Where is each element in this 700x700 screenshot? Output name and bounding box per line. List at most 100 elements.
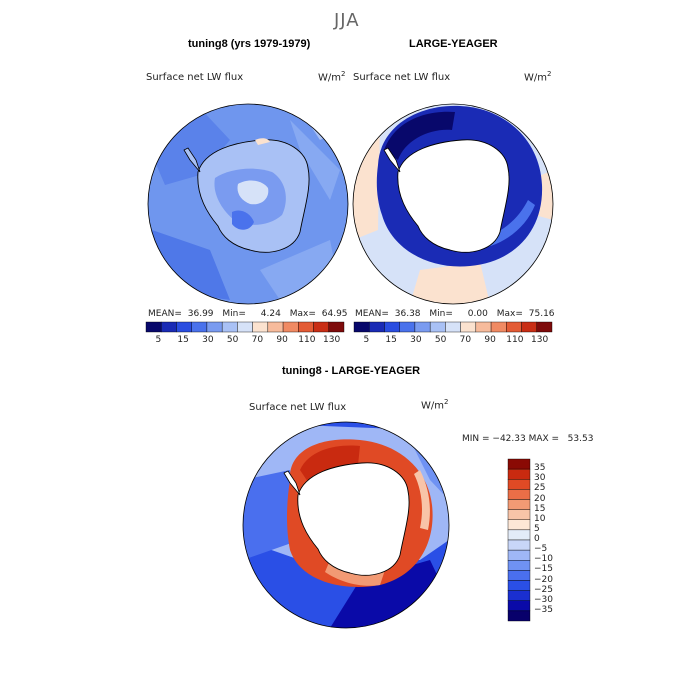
units-left: W/m [318, 72, 341, 84]
colorbar-left-swatch [328, 321, 345, 333]
colorbar-diff-tick-label: −10 [534, 554, 553, 565]
units-label-left: W/m2 [318, 70, 345, 83]
colorbar-right-tick-label: 110 [506, 335, 524, 345]
colorbar-right-tick-label: 70 [459, 335, 472, 345]
colorbar-right-swatch [353, 321, 370, 333]
colorbar-right-tick-label: 50 [434, 335, 447, 345]
colorbar-right-swatch [536, 321, 553, 333]
colorbar-left-swatch [282, 321, 299, 333]
colorbar-diff [507, 458, 531, 622]
colorbar-left-tick-label: 30 [202, 335, 214, 345]
colorbar-left-tick-label: 5 [155, 335, 162, 345]
variable-label-left: Surface net LW flux [146, 72, 244, 83]
mean-label-left: MEAN= [148, 309, 182, 319]
min-label-left: Min= [222, 309, 246, 319]
colorbar-left-tick-label: 70 [251, 335, 264, 345]
colorbar-left-tick-label: 130 [323, 335, 341, 345]
units-right: W/m [524, 72, 547, 84]
panel-title-diff: tuning8 - LARGE-YEAGER [282, 365, 421, 377]
minmax-diff: MIN = −42.33 MAX = 53.53 [462, 434, 594, 444]
colorbar-diff-swatch [507, 458, 531, 470]
colorbar-left-swatch [298, 321, 314, 333]
colorbar-diff-tick-label: 35 [534, 463, 546, 474]
colorbar-right-swatch [490, 321, 507, 333]
units-label-right: W/m2 [524, 70, 551, 83]
max-label-left: Max= [289, 309, 316, 319]
colorbar-left-swatch [176, 321, 192, 333]
colorbar-diff-swatch [507, 600, 531, 612]
min-value-left: 4.24 [260, 309, 281, 319]
units-sup-right: 2 [547, 70, 552, 78]
colorbar-right-swatch [429, 321, 446, 333]
colorbar-diff-swatch [507, 468, 531, 480]
figure-title: JJA [334, 10, 360, 31]
colorbar-diff-tick-label: −25 [534, 584, 553, 595]
colorbar-diff-swatch [507, 519, 531, 531]
colorbar-right-swatch [369, 321, 385, 333]
colorbar-left-swatch [206, 321, 223, 333]
mean-label-right: MEAN= [355, 309, 389, 319]
colorbar-left-swatch [267, 321, 284, 333]
max-value-left: 64.95 [321, 309, 348, 319]
colorbar-right-tick-label: 130 [531, 335, 549, 345]
map-right-border [352, 103, 554, 305]
panel-title-right: LARGE-YEAGER [409, 38, 498, 50]
colorbar-diff-swatch [507, 509, 531, 520]
map-left [148, 104, 348, 304]
colorbar-diff-swatch [507, 580, 531, 591]
panel-title-left: tuning8 (yrs 1979-1979) [188, 38, 311, 50]
map-left-border [147, 103, 349, 305]
variable-label-right: Surface net LW flux [353, 72, 451, 83]
colorbar-left-swatch [313, 321, 329, 333]
colorbar-left [145, 321, 345, 333]
colorbar-diff-tick-label: 30 [534, 473, 546, 484]
variable-label-diff: Surface net LW flux [249, 402, 347, 413]
colorbar-right-tick-label: 15 [385, 335, 397, 345]
colorbar-diff-swatch [507, 489, 531, 500]
units-diff: W/m [421, 400, 444, 412]
units-sup-diff: 2 [444, 398, 449, 406]
min-value-right: 0.00 [467, 309, 488, 319]
colorbar-diff-tick-label: 5 [534, 523, 540, 534]
colorbar-left-swatch [237, 321, 253, 333]
colorbar-right-swatch [506, 321, 522, 333]
colorbar-diff-swatch [507, 539, 531, 551]
colorbar-left-swatch [252, 321, 269, 333]
colorbar-right-tick-label: 5 [363, 335, 370, 345]
colorbar-diff-tick-label: 15 [534, 503, 546, 514]
colorbar-left-swatch [145, 321, 162, 333]
map-diff [243, 422, 449, 628]
colorbar-right-swatch [475, 321, 492, 333]
colorbar-diff-swatch [507, 570, 531, 581]
mean-value-left: 36.99 [187, 309, 214, 319]
colorbar-diff-tick-label: −20 [534, 574, 553, 585]
colorbar-left-tick-label: 90 [276, 335, 288, 345]
colorbar-right-swatch [445, 321, 461, 333]
units-sup-left: 2 [341, 70, 346, 78]
colorbar-right-swatch [384, 321, 400, 333]
units-label-diff: W/m2 [421, 398, 448, 411]
colorbar-diff-tick-label: −5 [534, 544, 548, 555]
colorbar-diff-swatch [507, 590, 531, 601]
colorbar-right-swatch [521, 321, 537, 333]
colorbar-diff-tick-label: 10 [534, 513, 546, 524]
colorbar-right-swatch [399, 321, 416, 333]
colorbar-diff-swatch [507, 529, 531, 541]
max-label-right: Max= [496, 309, 523, 319]
stats-right: MEAN= 36.38 Min= 0.00 Max= 75.16 [355, 309, 555, 319]
colorbar-diff-tick-label: −35 [534, 604, 553, 615]
colorbar-diff-tick-label: −30 [534, 594, 553, 605]
colorbar-diff-swatch [507, 549, 531, 561]
colorbar-left-tick-label: 110 [298, 335, 316, 345]
colorbar-diff-swatch [507, 479, 531, 490]
colorbar-right-tick-label: 90 [484, 335, 496, 345]
map-diff-border [242, 421, 450, 629]
min-label-right: Min= [429, 309, 453, 319]
colorbar-diff-tick-label: 0 [534, 534, 540, 544]
colorbar-right [353, 321, 553, 333]
map-right [353, 104, 553, 304]
colorbar-diff-swatch [507, 610, 531, 622]
colorbar-left-swatch [161, 321, 177, 333]
stats-left: MEAN= 36.99 Min= 4.24 Max= 64.95 [148, 309, 348, 319]
